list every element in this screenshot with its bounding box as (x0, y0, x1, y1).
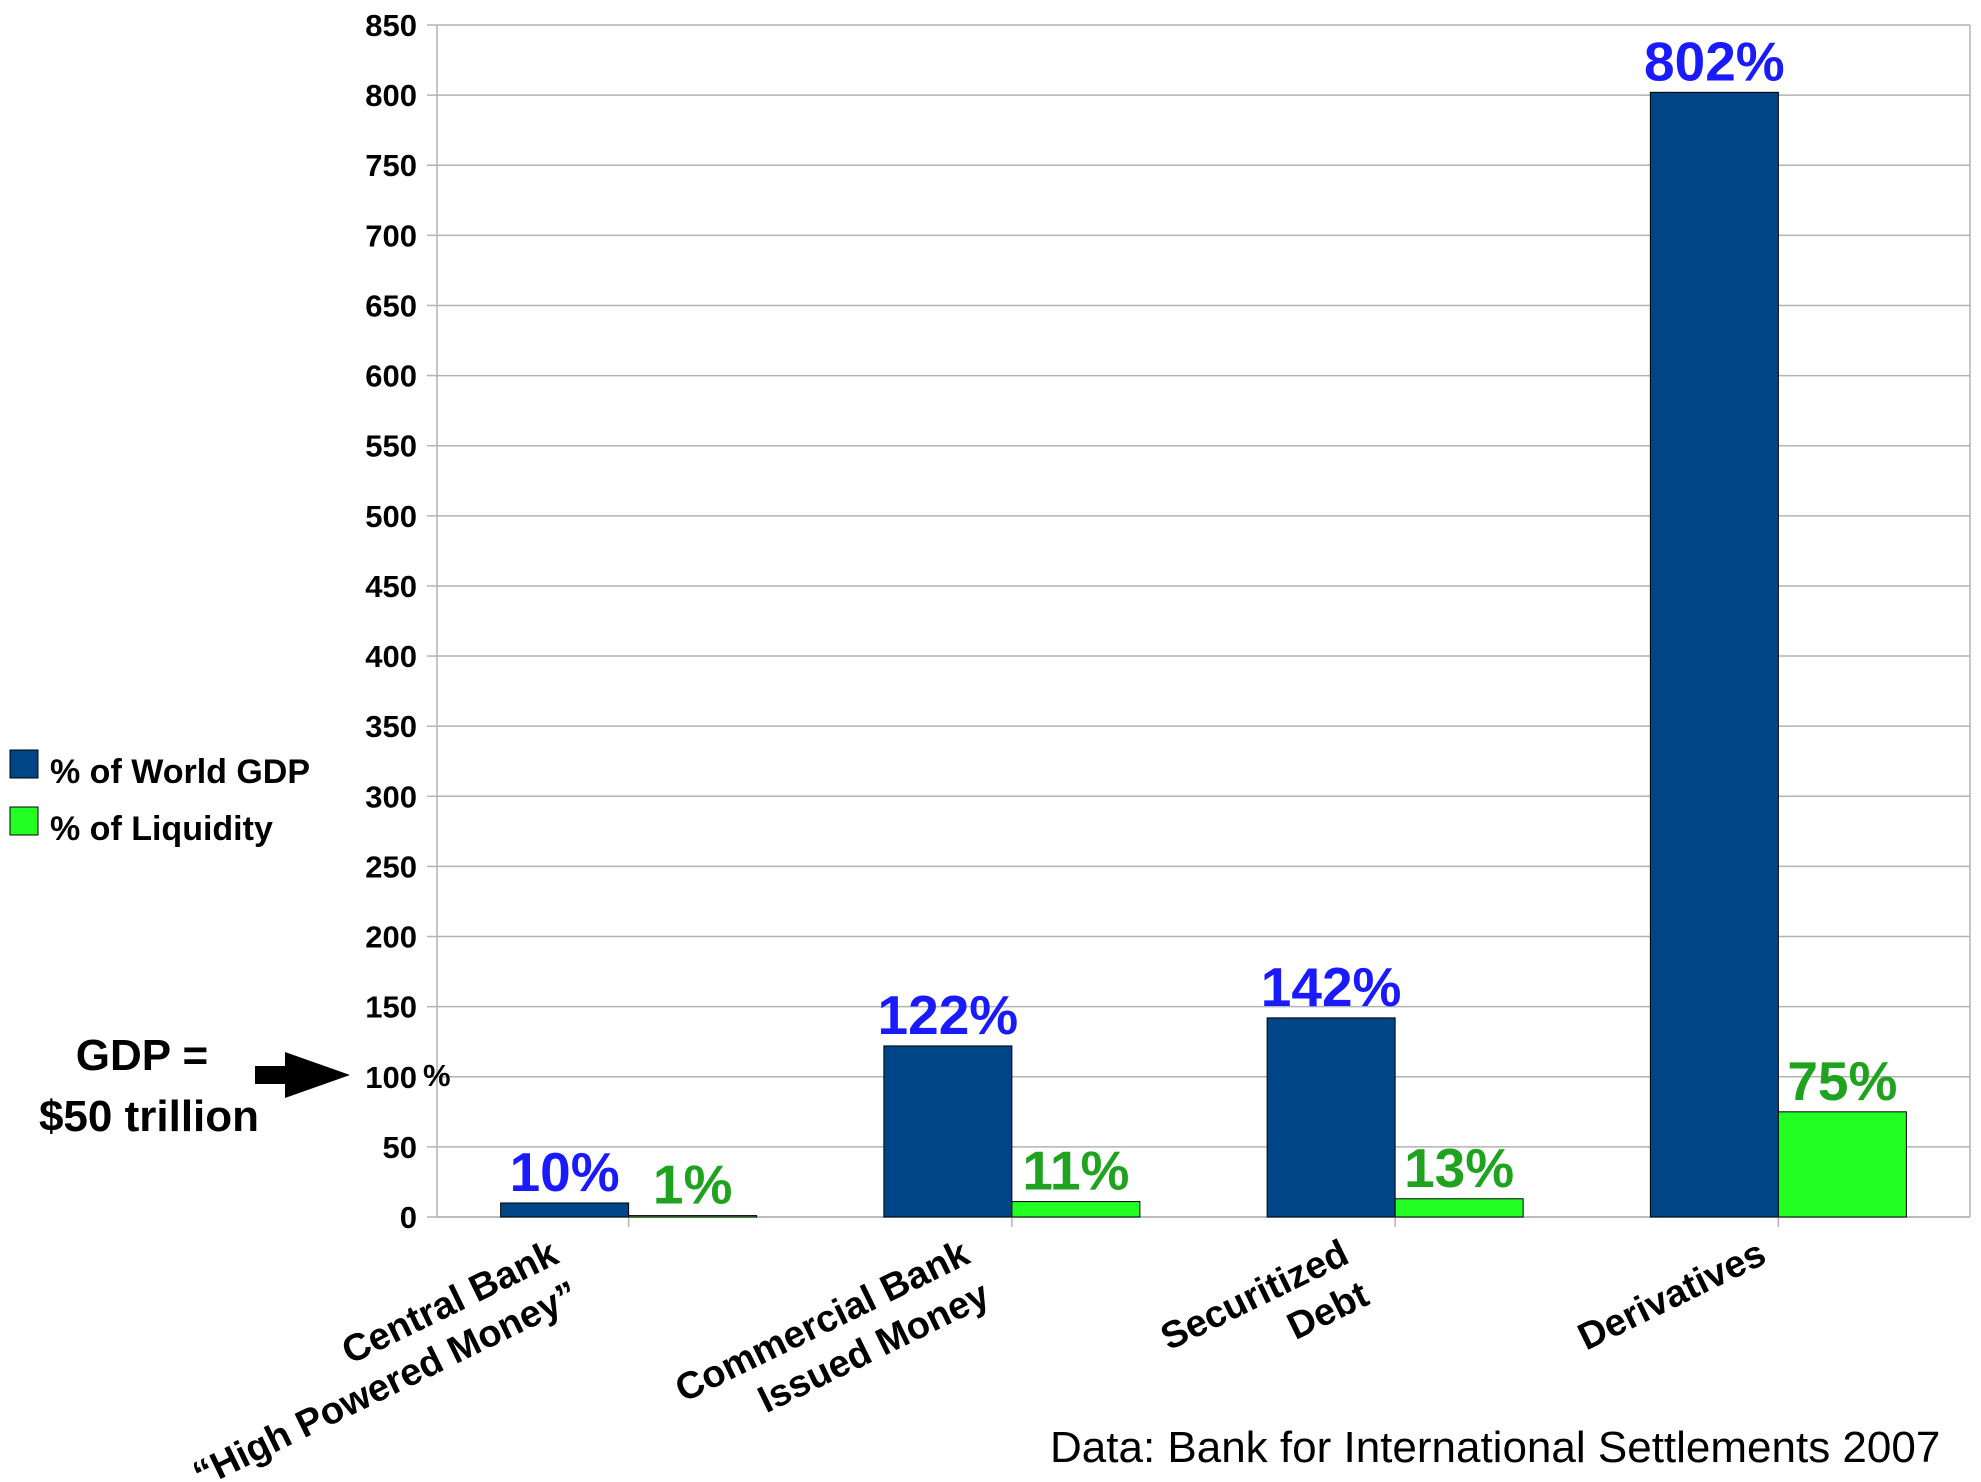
legend: % of World GDP % of Liquidity (9, 749, 310, 848)
bar-liquidity-0 (628, 1215, 758, 1218)
y-tick-label-200: 200 (365, 920, 417, 955)
y-tick-label-0: 0 (400, 1200, 417, 1235)
y-tick-label-800: 800 (365, 78, 417, 113)
gdp-note-line1: GDP = (76, 1031, 208, 1080)
y-tick-label-250: 250 (365, 849, 417, 884)
y-tick-label-500: 500 (365, 499, 417, 534)
data-label-gdp-3: 802% (1644, 30, 1785, 92)
y-tick-label-700: 700 (365, 218, 417, 253)
bar-gdp-1 (883, 1045, 1013, 1218)
y-tick-label-650: 650 (365, 288, 417, 323)
y-tick-label-50: 50 (383, 1130, 417, 1165)
y-tick-label-750: 750 (365, 148, 417, 183)
bar-gdp-3 (1649, 91, 1779, 1218)
source-note: Data: Bank for International Settlements… (1050, 1423, 1940, 1472)
data-label-gdp-0: 10% (510, 1141, 620, 1203)
data-label-liquidity-2: 13% (1404, 1137, 1514, 1199)
y-tick-label-550: 550 (365, 429, 417, 464)
data-label-liquidity-3: 75% (1787, 1050, 1897, 1112)
x-category-label-3-line-0: Derivatives (1572, 1232, 1773, 1359)
x-category-label-3: Derivatives (1572, 1232, 1773, 1359)
data-label-gdp-1: 122% (878, 984, 1019, 1046)
data-label-liquidity-1: 11% (1022, 1140, 1129, 1202)
data-label-liquidity-0: 1% (653, 1154, 733, 1216)
y-tick-label-450: 450 (365, 569, 417, 604)
legend-swatch-gdp (9, 749, 39, 779)
bar-gdp-0 (500, 1202, 630, 1218)
x-category-label-0-line-1: “High Powered Money” (187, 1274, 585, 1482)
y-tick-label-850: 850 (365, 8, 417, 43)
pct-suffix: % (423, 1058, 451, 1093)
x-category-label-0: Central Bank“High Powered Money” (187, 1232, 585, 1482)
y-tick-label-150: 150 (365, 990, 417, 1025)
arrow-icon (255, 1052, 350, 1098)
y-tick-label-350: 350 (365, 709, 417, 744)
bar-liquidity-3 (1777, 1111, 1907, 1218)
gdp-annotation: GDP = $50 trillion % (39, 1031, 451, 1141)
y-tick-label-300: 300 (365, 779, 417, 814)
y-tick-label-400: 400 (365, 639, 417, 674)
legend-swatch-liquidity (9, 806, 39, 836)
data-labels: 10% 1% 122% 11% 142% 13% 802% 75% (510, 30, 1898, 1215)
gdp-note-line2: $50 trillion (39, 1092, 259, 1141)
legend-label-gdp: % of World GDP (50, 753, 310, 791)
y-tick-label-100: 100 (365, 1060, 417, 1095)
bars (500, 91, 1907, 1218)
bar-liquidity-1 (1011, 1201, 1141, 1218)
y-tick-label-600: 600 (365, 359, 417, 394)
legend-label-liquidity: % of Liquidity (50, 810, 273, 848)
bar-gdp-2 (1266, 1017, 1396, 1218)
data-label-gdp-2: 142% (1261, 956, 1402, 1018)
bar-liquidity-2 (1394, 1198, 1524, 1218)
